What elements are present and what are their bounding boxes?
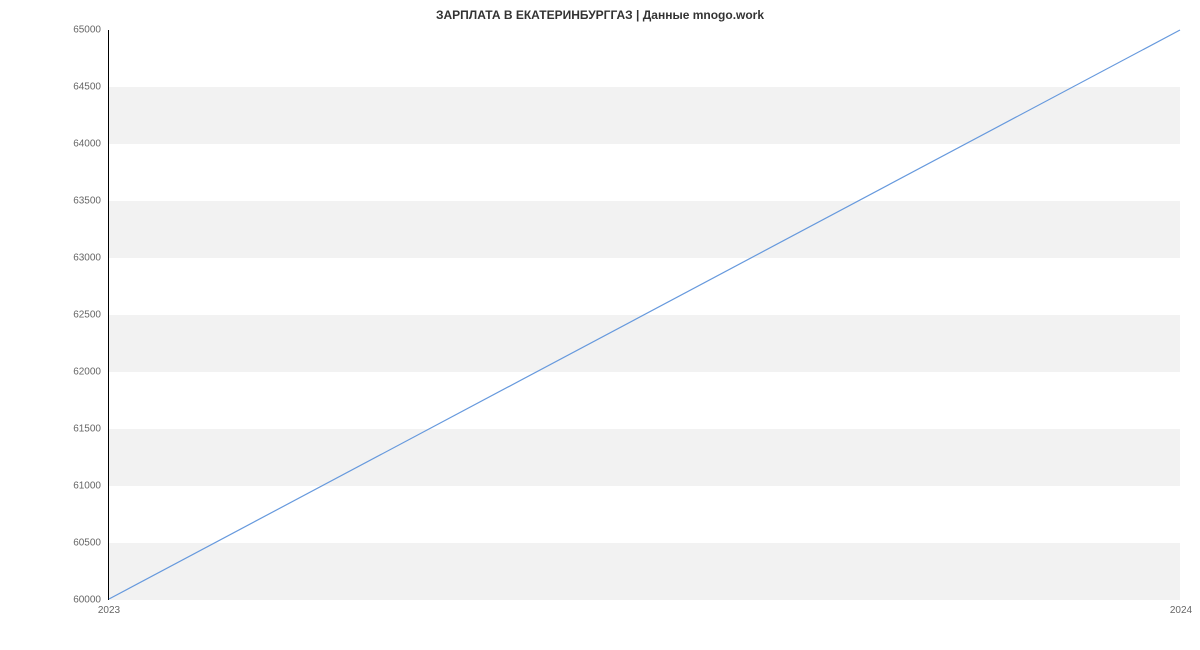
chart-line-layer [109,30,1180,599]
y-tick-label: 61000 [73,481,101,492]
y-tick-label: 61500 [73,424,101,435]
y-tick-label: 60500 [73,538,101,549]
y-tick-label: 64000 [73,139,101,150]
y-tick-label: 62000 [73,367,101,378]
y-tick-label: 64500 [73,82,101,93]
y-tick-label: 65000 [73,25,101,36]
series-line [109,30,1180,599]
y-tick-label: 63500 [73,196,101,207]
plot-area: 6000060500610006150062000625006300063500… [108,30,1180,600]
y-tick-label: 63000 [73,253,101,264]
x-tick-label: 2024 [1170,605,1192,616]
y-tick-label: 60000 [73,595,101,606]
chart-title: ЗАРПЛАТА В ЕКАТЕРИНБУРГГАЗ | Данные mnog… [0,8,1200,22]
y-tick-label: 62500 [73,310,101,321]
x-tick-label: 2023 [98,605,120,616]
